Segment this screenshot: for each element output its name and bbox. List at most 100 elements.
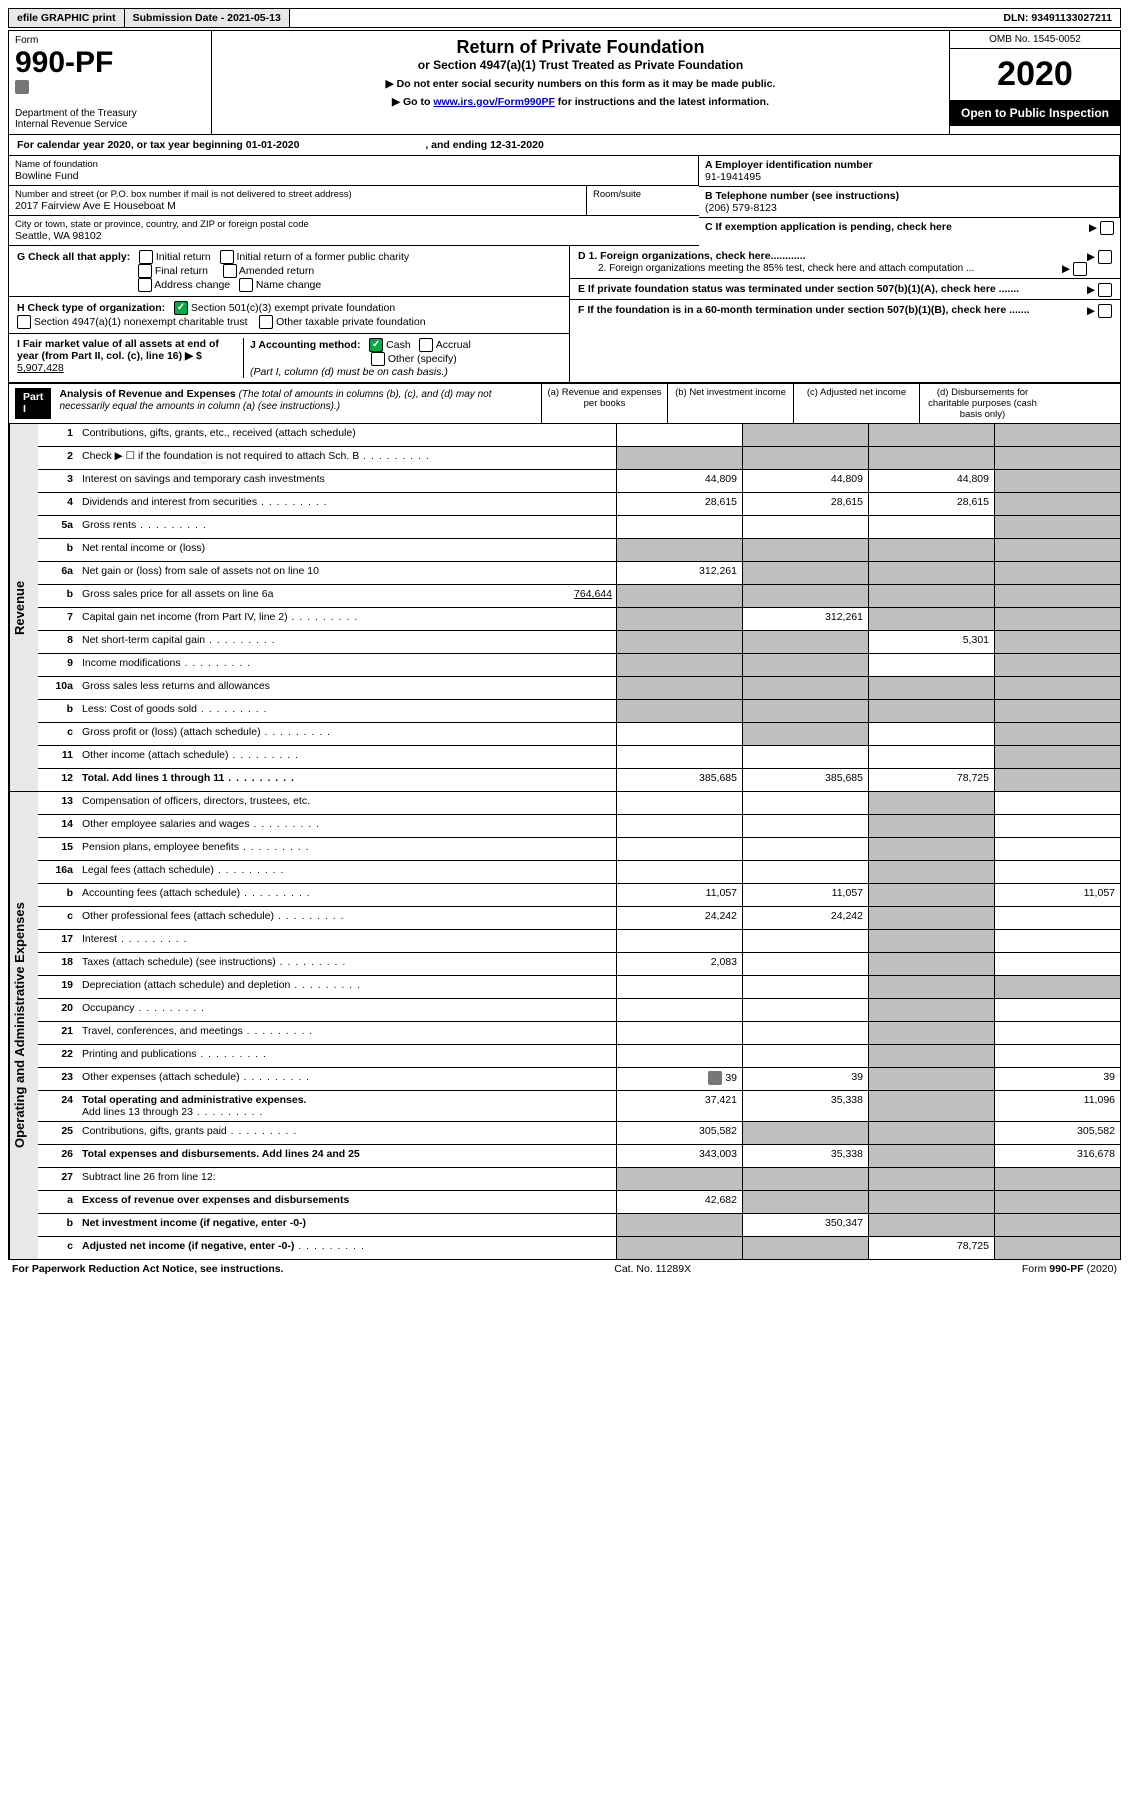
foundation-address: 2017 Fairview Ave E Houseboat M [15,200,580,212]
form990pf-link[interactable]: www.irs.gov/Form990PF [433,96,555,108]
l6b-pre: Gross sales price for all assets on line… [82,588,273,600]
cal-text2: , and ending [425,139,490,151]
efile-print-button[interactable]: efile GRAPHIC print [9,9,125,27]
d1-label: D 1. Foreign organizations, check here..… [578,250,806,262]
name-label: Name of foundation [15,159,692,170]
h-other: Other taxable private foundation [276,316,425,328]
form-subtitle: or Section 4947(a)(1) Trust Treated as P… [222,58,939,72]
d1-chk[interactable] [1098,250,1112,264]
h-501c3: Section 501(c)(3) exempt private foundat… [191,302,395,314]
line-24: Total operating and administrative expen… [78,1091,616,1121]
h-other-chk[interactable] [259,315,273,329]
l16b-a: 11,057 [616,884,742,906]
c-checkbox[interactable] [1100,221,1114,235]
tel-label: B Telephone number (see instructions) [705,190,1113,202]
line-22: Printing and publications [78,1045,616,1067]
l24-bold: Total operating and administrative expen… [82,1094,306,1106]
cal-end: 12-31-2020 [490,139,544,151]
line-20: Occupancy [78,999,616,1021]
h-501c3-chk[interactable] [174,301,188,315]
e-label: E If private foundation status was termi… [578,283,1019,295]
tel-value: (206) 579-8123 [705,202,1113,214]
line-16b: Accounting fees (attach schedule) [78,884,616,906]
part1-label: Part I [15,388,51,419]
g-name-chk[interactable] [239,278,253,292]
line-7: Capital gain net income (from Part IV, l… [78,608,616,630]
ein-label: A Employer identification number [705,159,1113,171]
l24-d: 11,096 [994,1091,1120,1121]
g-label: G Check all that apply: [17,251,130,263]
l18-a: 2,083 [616,953,742,975]
h-4947-chk[interactable] [17,315,31,329]
line-2: Check ▶ ☐ if the foundation is not requi… [78,447,616,469]
line-13: Compensation of officers, directors, tru… [78,792,616,814]
d2-chk[interactable] [1073,262,1087,276]
footer-mid: Cat. No. 11289X [614,1263,691,1275]
instr-link-pre: Go to [403,96,433,108]
line-14: Other employee salaries and wages [78,815,616,837]
g-addr-chk[interactable] [138,278,152,292]
addr-label: Number and street (or P.O. box number if… [15,189,580,200]
part1-title: Analysis of Revenue and Expenses [59,388,235,400]
l27c-c: 78,725 [868,1237,994,1259]
l7-b: 312,261 [742,608,868,630]
dln-label: DLN: [1003,12,1031,24]
g-initial: Initial return [156,251,211,263]
submission-date-value: 2021-05-13 [227,12,281,24]
g-initial-former-chk[interactable] [220,250,234,264]
l3-c: 44,809 [868,470,994,492]
l4-a: 28,615 [616,493,742,515]
j-cash-chk[interactable] [369,338,383,352]
cal-text1: For calendar year 2020, or tax year begi… [17,139,246,151]
g-initial-chk[interactable] [139,250,153,264]
line-23: Other expenses (attach schedule) [78,1068,616,1090]
l16b-d: 11,057 [994,884,1120,906]
footer-left: For Paperwork Reduction Act Notice, see … [12,1263,284,1275]
g-amended-chk[interactable] [223,264,237,278]
e-chk[interactable] [1098,283,1112,297]
j-accrual-chk[interactable] [419,338,433,352]
line-27b: Net investment income (if negative, ente… [78,1214,616,1236]
l8-c: 5,301 [868,631,994,653]
form-header: Form 990-PF Department of the Treasury I… [8,30,1121,135]
room-label: Room/suite [593,189,693,200]
page-footer: For Paperwork Reduction Act Notice, see … [8,1260,1121,1278]
line-9: Income modifications [78,654,616,676]
ein-value: 91-1941495 [705,171,1113,183]
l27c-text: Adjusted net income (if negative, enter … [82,1240,294,1252]
l23-d: 39 [994,1068,1120,1090]
l4-c: 28,615 [868,493,994,515]
l27b-text: Net investment income (if negative, ente… [82,1217,306,1229]
l24-b: 35,338 [742,1091,868,1121]
h-4947: Section 4947(a)(1) nonexempt charitable … [34,316,248,328]
omb-number: OMB No. 1545-0052 [950,31,1120,49]
line-16c: Other professional fees (attach schedule… [78,907,616,929]
attachment-icon[interactable] [708,1071,722,1085]
f-chk[interactable] [1098,304,1112,318]
l26-a: 343,003 [616,1145,742,1167]
form-title: Return of Private Foundation [222,37,939,58]
line-21: Travel, conferences, and meetings [78,1022,616,1044]
g-final-chk[interactable] [138,264,152,278]
foundation-name: Bowline Fund [15,170,692,182]
j-accrual: Accrual [436,339,471,351]
l6b-val: 764,644 [574,588,612,600]
line-25: Contributions, gifts, grants paid [78,1122,616,1144]
line-10c: Gross profit or (loss) (attach schedule) [78,723,616,745]
l16c-b: 24,242 [742,907,868,929]
revenue-grid: Revenue 1Contributions, gifts, grants, e… [8,424,1121,792]
d2-label: 2. Foreign organizations meeting the 85%… [578,263,974,274]
i-value: 5,907,428 [17,362,64,374]
line-16a: Legal fees (attach schedule) [78,861,616,883]
line-4: Dividends and interest from securities [78,493,616,515]
j-other-chk[interactable] [371,352,385,366]
line-17: Interest [78,930,616,952]
l3-b: 44,809 [742,470,868,492]
attachment-icon[interactable] [15,80,29,94]
j-label: J Accounting method: [250,339,360,351]
expenses-grid: Operating and Administrative Expenses 13… [8,792,1121,1260]
g-addr: Address change [154,279,230,291]
line-12: Total. Add lines 1 through 11 [78,769,616,791]
col-d-header: (d) Disbursements for charitable purpose… [919,384,1045,423]
g-amended: Amended return [239,265,314,277]
